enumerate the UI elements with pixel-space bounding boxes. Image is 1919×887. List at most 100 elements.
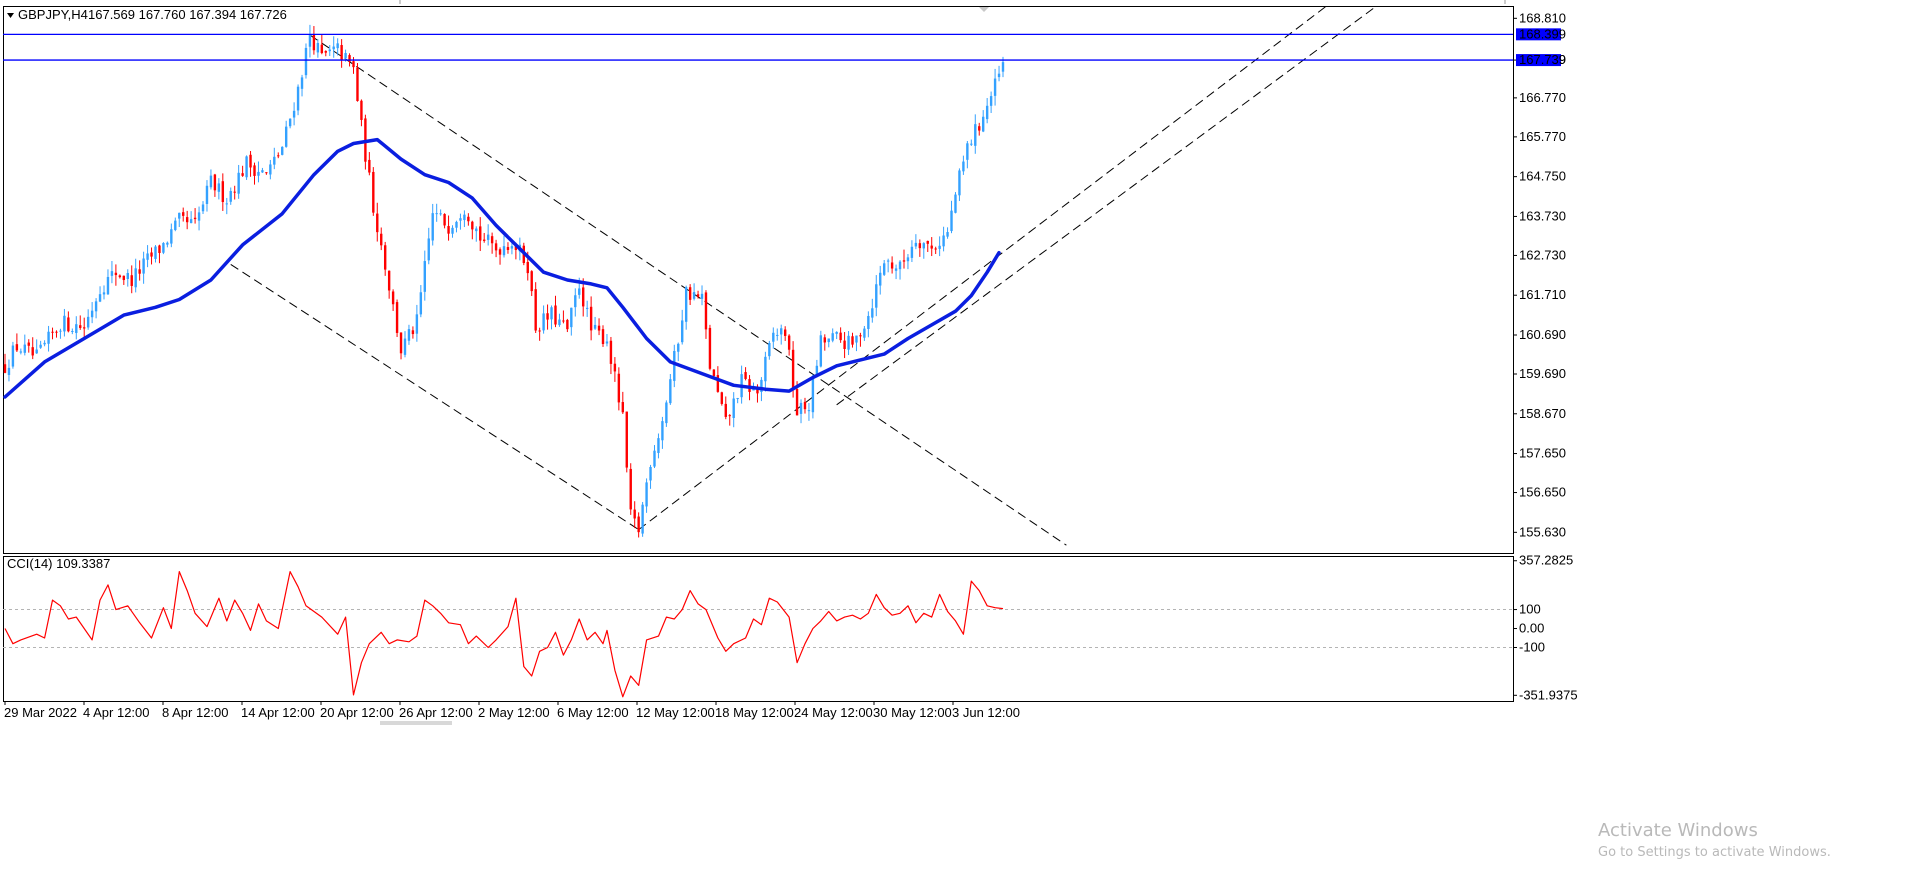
candle-body <box>205 185 209 204</box>
price-tick-label: 163.730 <box>1519 208 1566 223</box>
price-tick-label: 161.710 <box>1519 287 1566 302</box>
candle-body <box>791 349 795 391</box>
candle-body <box>435 213 438 215</box>
candle-body <box>981 116 985 132</box>
candle-body <box>245 156 248 178</box>
candle-body <box>308 35 312 47</box>
candle-body <box>712 369 716 377</box>
trendline <box>230 263 639 531</box>
time-tick-label: 8 Apr 12:00 <box>162 705 229 720</box>
candle-body <box>799 402 803 414</box>
price-tick-label: 158.670 <box>1519 406 1566 421</box>
candle-body <box>463 214 466 221</box>
candle-body <box>736 398 739 400</box>
candle-body <box>966 143 969 160</box>
chart-menu-triangle-icon[interactable] <box>7 13 14 18</box>
candle-body <box>930 245 933 249</box>
candle-body <box>514 246 518 250</box>
price-tick-label: 162.730 <box>1519 247 1566 262</box>
price-level-label: 168.399 <box>1519 26 1566 41</box>
candle-body <box>498 249 502 255</box>
candle-body <box>19 351 23 353</box>
candle-body <box>482 239 486 241</box>
candle-body <box>1001 62 1005 72</box>
trendline <box>309 34 1067 546</box>
candle-body <box>257 171 260 176</box>
candle-body <box>898 261 902 270</box>
candle-body <box>467 216 470 222</box>
candle-body <box>387 270 391 291</box>
candle-body <box>625 411 628 468</box>
candle-body <box>281 146 284 155</box>
time-axis: 29 Mar 2022 4 Apr 12:00 8 Apr 12:00 14 Apr … <box>4 701 1020 725</box>
candle-body <box>835 331 838 334</box>
candle-body <box>589 306 593 331</box>
candle-body <box>360 100 363 120</box>
candle-body <box>296 86 300 111</box>
candle-body <box>138 269 141 274</box>
candle-body <box>130 275 133 286</box>
candle-body <box>479 226 482 241</box>
candle-body <box>550 307 553 320</box>
price-tick-label: 157.650 <box>1519 446 1566 461</box>
candle-body <box>954 194 957 213</box>
candle-body <box>439 213 442 215</box>
candle-body <box>910 246 914 258</box>
candle-body <box>882 263 886 275</box>
candle-body <box>79 325 82 328</box>
candle-body <box>269 164 272 175</box>
candle-body <box>641 504 644 534</box>
candle-body <box>265 172 268 174</box>
candle-body <box>336 43 339 49</box>
candle-body <box>15 344 19 351</box>
candle-body <box>170 229 173 244</box>
candle-body <box>823 337 826 343</box>
candle-body <box>415 314 419 334</box>
candle-body <box>989 96 993 106</box>
cci-line <box>4 570 1004 698</box>
candle-body <box>324 51 327 53</box>
time-tick-label: 12 May 12:00 <box>636 705 715 720</box>
scroll-shift-marker[interactable] <box>979 7 989 12</box>
price-tick-label: 164.750 <box>1519 169 1566 184</box>
candle-body <box>253 165 256 176</box>
candle-body <box>566 319 569 330</box>
candle-body <box>534 289 537 331</box>
candle-body <box>906 257 910 262</box>
candle-body <box>831 333 834 341</box>
price-tick-label: 156.650 <box>1519 485 1566 500</box>
candle-body <box>110 271 114 276</box>
candle-body <box>43 342 46 345</box>
candle-body <box>391 291 395 305</box>
candle-body <box>23 344 27 353</box>
candle-body <box>284 126 288 147</box>
candle-body <box>890 262 894 269</box>
candle-body <box>776 334 779 336</box>
candle-body <box>217 183 221 192</box>
candle-body <box>51 331 54 333</box>
candle-body <box>35 349 38 354</box>
candle-body <box>613 363 617 372</box>
candle-body <box>98 294 102 302</box>
candle-body <box>681 320 684 343</box>
activate-windows-subtitle: Go to Settings to activate Windows. <box>1598 845 1831 860</box>
candle-body <box>471 221 474 230</box>
candle-body <box>562 320 565 322</box>
candle-body <box>185 217 189 223</box>
candle-body <box>692 292 696 299</box>
time-tick-label: 29 Mar 2022 <box>4 705 77 720</box>
cci-axis: 357.2825 100 0.00 -100 -351.9375 <box>1513 553 1578 702</box>
candle-body <box>229 191 232 202</box>
trendline <box>836 7 1377 406</box>
candle-body <box>395 302 399 333</box>
candle-body <box>780 328 783 335</box>
candle-body <box>126 272 129 279</box>
candle-body <box>871 308 874 318</box>
candle-body <box>486 234 490 240</box>
candle-body <box>542 313 545 331</box>
candle-body <box>372 171 375 213</box>
candle-body <box>63 315 66 332</box>
candle-body <box>863 328 866 338</box>
candle-body <box>645 482 648 507</box>
candle-body <box>94 301 98 312</box>
